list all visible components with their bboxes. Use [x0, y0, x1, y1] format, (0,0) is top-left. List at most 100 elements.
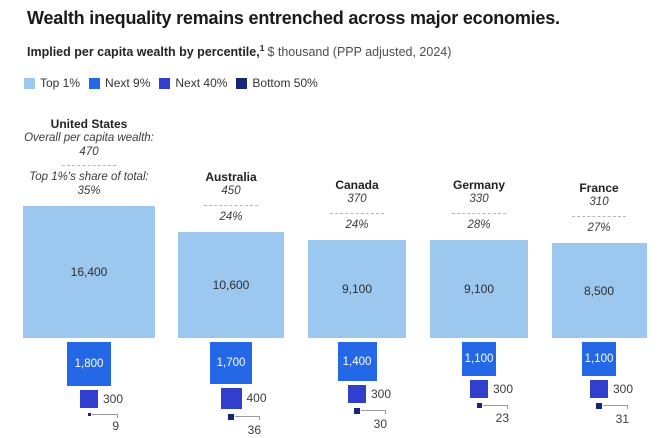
column-upper: France 310 27% 8,500 [524, 180, 669, 338]
legend-label: Bottom 50% [252, 76, 318, 90]
next40-row: 400 [156, 388, 306, 409]
top1-share-label: Top 1%'s share of total: [29, 171, 149, 183]
top1-share-value: 24% [219, 210, 243, 223]
square-top1: 16,400 [23, 206, 155, 338]
square-bottom50 [228, 414, 234, 420]
country-name: Australia [205, 169, 257, 184]
country-name: France [579, 180, 619, 195]
square-next9-value: 1,400 [342, 355, 372, 368]
next40-row: 300 [14, 390, 164, 408]
square-top1-value: 9,100 [463, 282, 495, 296]
legend-label: Top 1% [40, 76, 81, 90]
legend-label: Next 9% [105, 76, 151, 90]
square-next9: 1,100 [462, 342, 496, 376]
square-next9-value: 1,100 [584, 353, 614, 365]
square-bottom50-value: 9 [112, 419, 119, 433]
leader-line [91, 414, 118, 418]
square-bottom50 [354, 408, 360, 414]
top1-share-value: 35% [77, 184, 101, 197]
column-lower: 1,700 400 36 [156, 342, 306, 438]
square-next9-value: 1,800 [74, 358, 104, 370]
bottom50-row: 31 [524, 403, 669, 427]
next40-row: 300 [524, 380, 669, 398]
overall-wealth-value: 470 [79, 145, 99, 158]
square-next9-value: 1,700 [216, 357, 246, 369]
overall-wealth-value: 370 [347, 193, 367, 205]
square-bottom50 [596, 403, 602, 409]
column-upper: Germany 330 28% 9,100 [404, 177, 554, 338]
next40-row: 300 [282, 385, 432, 403]
column-lower: 1,800 300 9 [14, 342, 164, 437]
column-lower: 1,100 300 23 [404, 342, 554, 427]
dashed-divider [204, 204, 258, 206]
next40-row: 300 [404, 380, 554, 398]
subtitle-bold: Implied per capita wealth by percentile, [27, 45, 260, 60]
square-next40-value: 400 [246, 391, 267, 405]
square-bottom50 [476, 403, 482, 408]
square-next40-value: 300 [371, 387, 392, 401]
legend-label: Next 40% [175, 76, 228, 90]
top1-share-value: 24% [345, 218, 369, 231]
column-lower: 1,400 300 30 [282, 342, 432, 432]
square-top1: 10,600 [178, 232, 284, 338]
square-top1-value: 16,400 [70, 265, 108, 279]
leader-line [361, 410, 386, 414]
chart-subtitle: Implied per capita wealth by percentile,… [27, 43, 451, 59]
legend: Top 1% Next 9% Next 40% Bottom 50% [24, 76, 318, 90]
legend-item: Top 1% [24, 76, 80, 90]
square-bottom50 [87, 413, 91, 416]
country-column: Germany 330 28% 9,100 1,100 300 23 [404, 0, 554, 438]
column-upper: Australia 450 24% 10,600 [156, 169, 306, 338]
overall-wealth-value: 330 [469, 193, 489, 205]
square-next40-value: 300 [493, 382, 514, 396]
dashed-divider [62, 165, 116, 166]
square-next40 [590, 380, 608, 398]
footnote-marker: 1 [259, 43, 265, 53]
column-upper: Canada 370 24% 9,100 [282, 177, 432, 338]
dashed-divider [330, 212, 384, 214]
legend-swatch [236, 77, 248, 89]
square-top1: 8,500 [551, 243, 647, 338]
bottom50-row: 36 [156, 414, 306, 438]
country-column: France 310 27% 8,500 1,100 300 31 [524, 0, 669, 438]
square-top1-value: 10,600 [212, 278, 250, 292]
legend-item: Next 9% [89, 76, 150, 90]
dashed-divider [452, 212, 506, 214]
country-name: Germany [452, 177, 506, 192]
square-top1: 9,100 [308, 240, 406, 338]
square-next9-value: 1,100 [464, 353, 494, 365]
leader-line [603, 405, 628, 409]
square-next9: 1,800 [67, 342, 111, 386]
top1-share-value: 27% [587, 221, 611, 234]
bottom50-row: 23 [404, 403, 554, 427]
overall-wealth-value: 450 [221, 185, 241, 197]
square-bottom50-value: 31 [615, 412, 629, 426]
square-next9: 1,700 [210, 342, 252, 384]
dashed-divider [572, 215, 626, 217]
square-bottom50-value: 30 [373, 417, 387, 431]
legend-item: Next 40% [159, 76, 227, 90]
square-next40 [348, 385, 366, 403]
country-column: Canada 370 24% 9,100 1,400 300 30 [282, 0, 432, 438]
legend-swatch [159, 77, 171, 89]
country-column: United States Overall per capita wealth:… [14, 0, 164, 438]
bottom50-row: 30 [282, 408, 432, 432]
square-bottom50-value: 36 [247, 423, 261, 437]
square-next40 [220, 388, 242, 409]
column-lower: 1,100 300 31 [524, 342, 669, 427]
country-name: Canada [335, 177, 379, 192]
square-next9: 1,400 [337, 342, 377, 381]
square-next40-value: 300 [103, 392, 124, 406]
legend-swatch [24, 77, 35, 89]
overall-wealth-value: 310 [589, 196, 609, 208]
chart-title: Wealth inequality remains entrenched acr… [27, 8, 560, 28]
top1-share-value: 28% [467, 218, 491, 231]
square-next40 [470, 380, 488, 398]
country-column: Australia 450 24% 10,600 1,700 400 36 [156, 0, 306, 438]
legend-swatch [89, 77, 101, 89]
subtitle-unit: $ thousand (PPP adjusted, 2024) [267, 45, 452, 60]
square-bottom50-value: 23 [495, 411, 509, 425]
leader-line [235, 416, 260, 420]
country-name: United States [50, 116, 128, 131]
